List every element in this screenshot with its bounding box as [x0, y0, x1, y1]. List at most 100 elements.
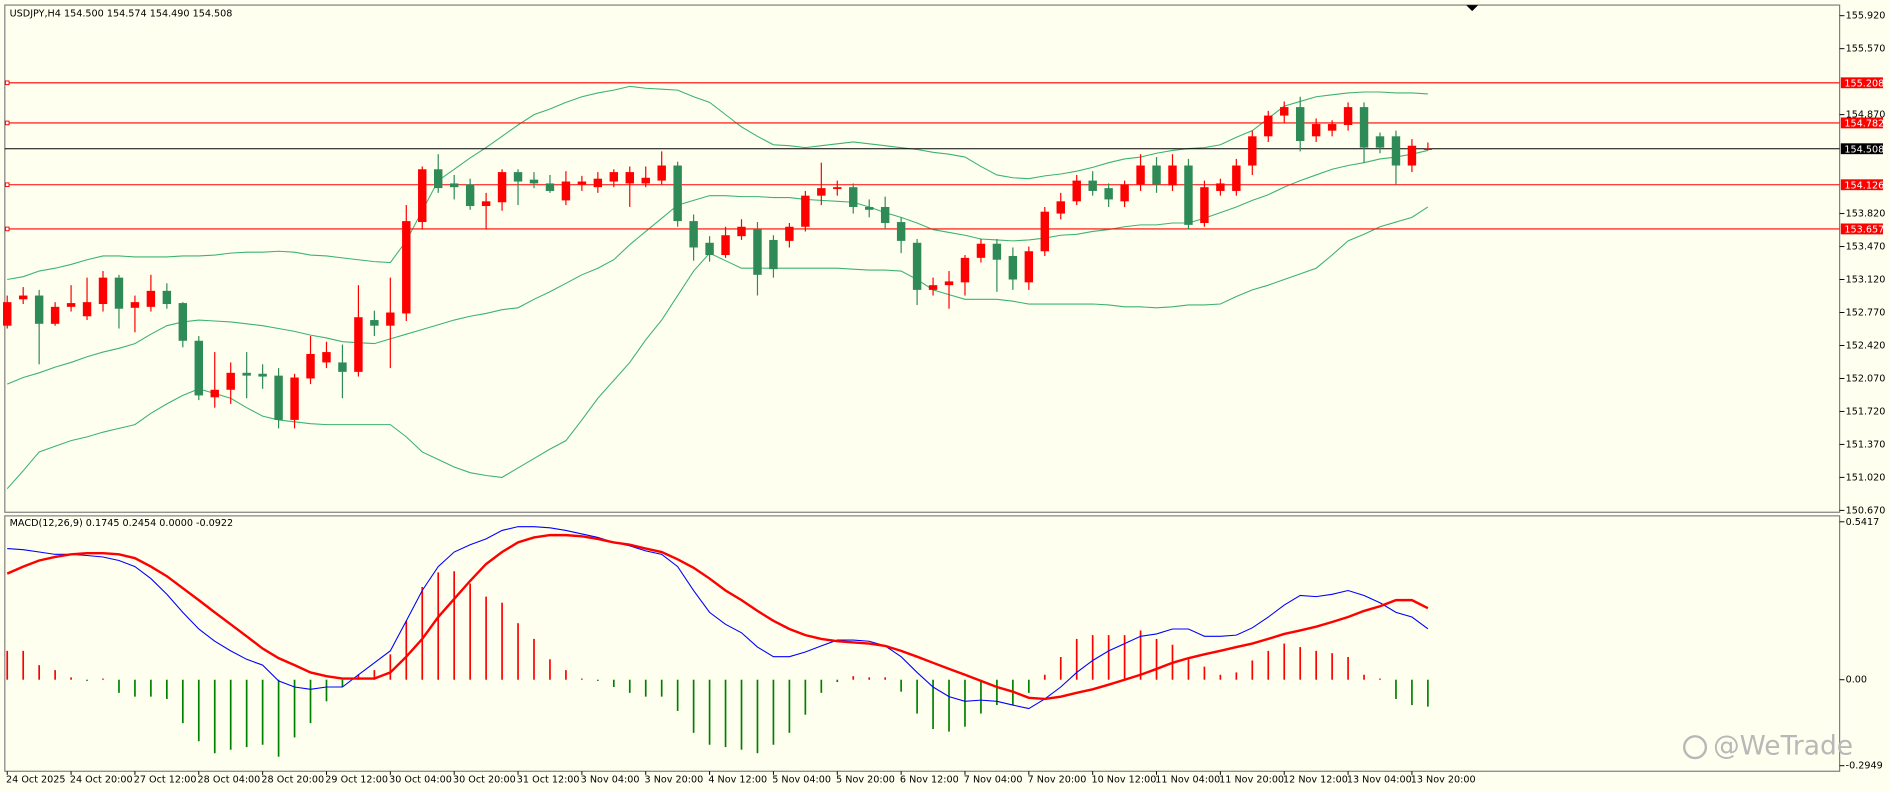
- candle-body: [449, 183, 459, 188]
- candle-body: [785, 226, 794, 241]
- candle-body: [817, 188, 826, 196]
- level-label: 155.208: [1844, 78, 1884, 89]
- candle-body: [1311, 124, 1321, 137]
- candle-body: [625, 172, 634, 184]
- y-tick-label: 151.370: [1846, 439, 1886, 450]
- candle-body: [1327, 124, 1337, 131]
- x-tick-label: 24 Oct 20:00: [70, 775, 133, 786]
- candle-body: [753, 229, 762, 275]
- level-label: 154.782: [1844, 119, 1884, 130]
- candle-body: [66, 303, 76, 307]
- candle-body: [577, 181, 587, 185]
- x-tick-label: 30 Oct 04:00: [389, 775, 452, 786]
- y-tick-label: 150.670: [1846, 505, 1886, 516]
- candle-body: [386, 312, 395, 326]
- candle-body: [1072, 180, 1081, 202]
- candle-body: [3, 302, 12, 326]
- candle-body: [306, 353, 315, 379]
- candle-body: [1423, 148, 1433, 150]
- candle-body: [258, 373, 267, 377]
- candle-body: [689, 221, 698, 248]
- y-tick-label: 152.420: [1846, 340, 1886, 351]
- y-tick-label: 154.870: [1846, 110, 1886, 121]
- y-tick-label: 155.570: [1846, 44, 1886, 55]
- level-label: 154.126: [1844, 180, 1884, 191]
- level-anchor: [4, 226, 10, 232]
- candle-body: [34, 295, 44, 324]
- x-tick-label: 27 Oct 12:00: [134, 775, 197, 786]
- candle-body: [1040, 211, 1050, 252]
- candle-body: [210, 389, 219, 398]
- candle-body: [593, 178, 603, 188]
- candle-body: [178, 303, 188, 341]
- candle-body: [801, 195, 810, 227]
- candle-body: [1088, 180, 1097, 191]
- x-tick-label: 28 Oct 20:00: [261, 775, 324, 786]
- candle-body: [1359, 107, 1369, 148]
- candle-body: [497, 172, 507, 203]
- candle-body: [864, 206, 874, 210]
- candle-body: [896, 222, 906, 241]
- candle-body: [1008, 255, 1018, 280]
- x-tick-label: 31 Oct 12:00: [517, 775, 580, 786]
- y-tick-label: 153.820: [1846, 209, 1886, 220]
- x-tick-label: 6 Nov 12:00: [900, 775, 959, 786]
- candle-body: [1216, 183, 1225, 191]
- candle-body: [465, 184, 475, 207]
- candle-body: [114, 277, 124, 309]
- y-tick-label: 152.070: [1846, 373, 1886, 384]
- candle-body: [737, 226, 746, 237]
- candle-body: [1375, 136, 1385, 148]
- candle-body: [928, 285, 938, 290]
- candle-body: [944, 281, 954, 286]
- candle-body: [162, 290, 172, 305]
- x-tick-label: 5 Nov 20:00: [836, 775, 895, 786]
- candle-body: [912, 242, 922, 290]
- candle-body: [721, 235, 730, 256]
- candle-body: [545, 183, 555, 191]
- candle-body: [1248, 136, 1257, 166]
- price-header: USDJPY,H4 154.500 154.574 154.490 154.50…: [10, 9, 233, 20]
- candle-body: [1343, 107, 1353, 125]
- y-tick-label: 0.5417: [1846, 517, 1880, 528]
- y-tick-label: 153.470: [1846, 242, 1886, 253]
- candle-body: [130, 302, 140, 308]
- candle-body: [705, 242, 714, 256]
- candle-body: [370, 320, 379, 326]
- x-tick-label: 12 Nov 12:00: [1283, 775, 1348, 786]
- x-tick-label: 7 Nov 04:00: [964, 775, 1023, 786]
- y-tick-label: -0.2949: [1846, 761, 1883, 772]
- x-tick-label: 7 Nov 20:00: [1028, 775, 1087, 786]
- candle-body: [1295, 107, 1305, 142]
- y-tick-label: 153.120: [1846, 275, 1886, 286]
- candle-body: [513, 172, 523, 182]
- x-tick-label: 3 Nov 20:00: [645, 775, 704, 786]
- candle-body: [609, 172, 619, 182]
- candle-body: [561, 181, 571, 201]
- candle-body: [1104, 188, 1113, 200]
- candle-body: [1120, 184, 1129, 202]
- x-tick-label: 10 Nov 12:00: [1091, 775, 1156, 786]
- level-tag: [1840, 77, 1883, 89]
- candle-body: [18, 295, 28, 300]
- candle-body: [1232, 165, 1241, 191]
- level-anchor: [4, 120, 10, 126]
- level-label: 153.657: [1844, 225, 1884, 236]
- candle-body: [226, 372, 235, 390]
- candle-body: [354, 317, 363, 372]
- candle-body: [274, 375, 283, 420]
- level-tag: [1840, 179, 1883, 191]
- level-tag: [1840, 117, 1883, 129]
- candle-body: [338, 362, 347, 372]
- candle-body: [82, 302, 92, 317]
- candle-body: [481, 201, 491, 207]
- x-tick-label: 3 Nov 04:00: [581, 775, 640, 786]
- watermark: @WeTrade: [1713, 731, 1853, 762]
- candle-body: [673, 165, 682, 222]
- level-label: 154.508: [1844, 144, 1884, 155]
- candle-body: [976, 243, 986, 258]
- candle-body: [1152, 165, 1161, 185]
- x-tick-label: 4 Nov 12:00: [708, 775, 767, 786]
- candle-body: [849, 187, 858, 207]
